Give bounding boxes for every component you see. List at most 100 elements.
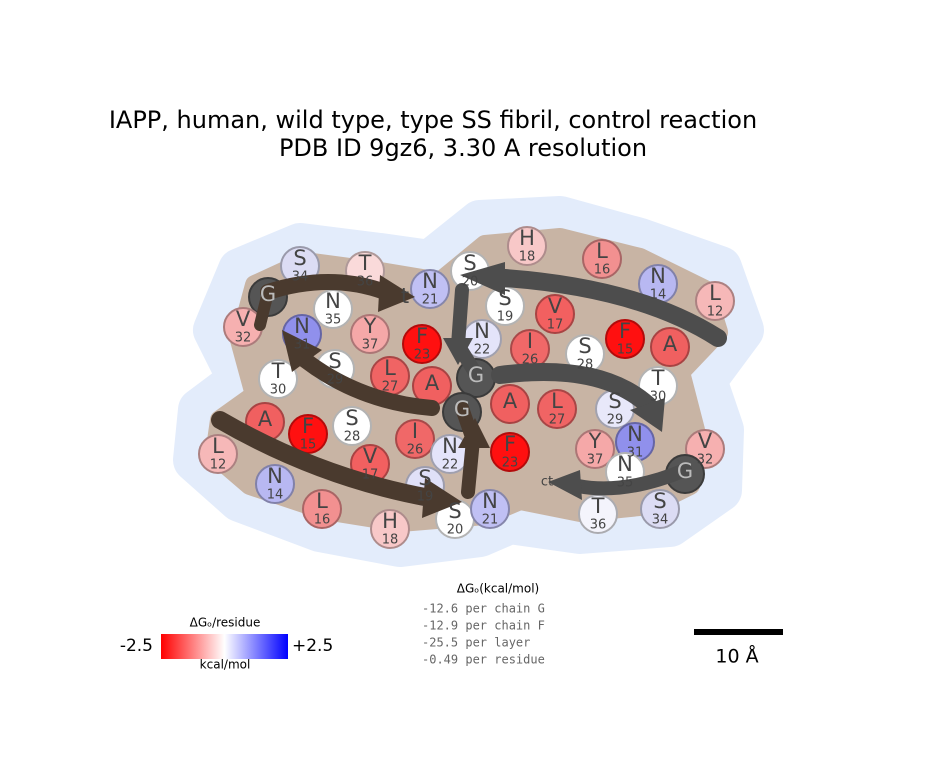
residue-number: 19 bbox=[497, 310, 514, 325]
residue-letter: V bbox=[363, 444, 378, 468]
legend-unit: kcal/mol bbox=[200, 658, 251, 672]
strand bbox=[297, 352, 440, 416]
arrowhead bbox=[548, 470, 582, 500]
residue-letter: V bbox=[236, 307, 251, 331]
residue-number: 36 bbox=[357, 275, 374, 290]
residue bbox=[258, 359, 298, 399]
color-legend: ΔGₒ/residue -2.5 +2.5 kcal/mol bbox=[120, 616, 333, 672]
residue-letter: S bbox=[578, 334, 591, 358]
residue-number: 16 bbox=[314, 513, 331, 528]
residue-number: 18 bbox=[519, 250, 536, 265]
residue bbox=[302, 489, 342, 529]
residue bbox=[198, 434, 238, 474]
residue-letter: N bbox=[325, 289, 341, 313]
residue-letter: S bbox=[498, 286, 511, 310]
residue-letter: I bbox=[527, 329, 533, 353]
residue-number: 23 bbox=[414, 348, 431, 363]
residue-number: 22 bbox=[474, 343, 491, 358]
residue-number: 14 bbox=[267, 488, 284, 503]
residue-number: 36 bbox=[590, 518, 607, 533]
residue-number: 32 bbox=[697, 453, 714, 468]
residue-letter: T bbox=[271, 359, 285, 383]
residue-letter: H bbox=[382, 509, 398, 533]
residue-number: 19 bbox=[417, 490, 434, 505]
residue-letter: A bbox=[425, 371, 440, 395]
residue-letter: N bbox=[627, 422, 643, 446]
residue-number: 26 bbox=[407, 443, 424, 458]
residue-number: 27 bbox=[382, 380, 399, 395]
residue-number: 37 bbox=[587, 453, 604, 468]
legend-max: +2.5 bbox=[292, 636, 333, 656]
energy-title: ΔGₒ(kcal/mol) bbox=[457, 582, 539, 596]
residue-number: 21 bbox=[422, 293, 439, 308]
residue-letter: Y bbox=[363, 314, 377, 338]
residue-number: 35 bbox=[617, 476, 634, 491]
residue-number: 28 bbox=[577, 358, 594, 373]
residue bbox=[575, 429, 615, 469]
energy-line: -12.9 per chain F bbox=[422, 619, 545, 633]
residue-letter: I bbox=[412, 419, 418, 443]
scale-label: 10 Å bbox=[715, 645, 758, 668]
residue-number: 20 bbox=[447, 523, 464, 538]
residue-number: 16 bbox=[594, 263, 611, 278]
residue bbox=[507, 226, 547, 266]
residue bbox=[402, 324, 442, 364]
residue-letter: S bbox=[653, 489, 666, 513]
residue-letter: L bbox=[596, 239, 608, 263]
strand bbox=[254, 286, 274, 331]
residue bbox=[582, 239, 622, 279]
residue bbox=[255, 464, 295, 504]
arrowhead bbox=[630, 398, 665, 432]
residue-letter: F bbox=[504, 432, 516, 456]
residue-letter: A bbox=[258, 407, 273, 431]
title-line: PDB ID 9gz6, 3.30 A resolution bbox=[279, 134, 647, 162]
residue bbox=[288, 414, 328, 454]
arrowhead bbox=[458, 418, 490, 448]
residue-number: 29 bbox=[607, 413, 624, 428]
residue-number: 34 bbox=[292, 270, 309, 285]
residue-number: 21 bbox=[482, 513, 499, 528]
residue-letter: N bbox=[617, 452, 633, 476]
residue bbox=[350, 314, 390, 354]
residue-number: 15 bbox=[300, 438, 317, 453]
arrowhead bbox=[422, 478, 462, 518]
arrowhead bbox=[460, 262, 505, 295]
residue-letter: L bbox=[316, 489, 328, 513]
residue-letter: A bbox=[663, 332, 678, 356]
residue-letter: N bbox=[482, 489, 498, 513]
residue bbox=[650, 327, 690, 367]
residue-number: 20 bbox=[462, 275, 479, 290]
residue bbox=[640, 489, 680, 529]
residue-number: 32 bbox=[235, 331, 252, 346]
residue-letter: G bbox=[468, 363, 484, 387]
residue-letter: F bbox=[302, 414, 314, 438]
residue-number: 12 bbox=[707, 305, 724, 320]
residue-letter: S bbox=[328, 349, 341, 373]
residue-letter: N bbox=[422, 269, 438, 293]
residue-letter: H bbox=[519, 226, 535, 250]
residue-number: 12 bbox=[210, 458, 227, 473]
terminus-label: t bbox=[401, 284, 409, 308]
residue-number: 26 bbox=[522, 353, 539, 368]
residue-number: 30 bbox=[650, 390, 667, 405]
residue bbox=[470, 489, 510, 529]
residue-number: 31 bbox=[627, 446, 644, 461]
residue bbox=[535, 294, 575, 334]
residue-letter: N bbox=[650, 264, 666, 288]
residue-letter: N bbox=[474, 319, 490, 343]
residue-letter: L bbox=[384, 356, 396, 380]
residue-letter: T bbox=[591, 494, 605, 518]
residue-letter: Y bbox=[588, 429, 602, 453]
residue bbox=[537, 389, 577, 429]
arrowhead bbox=[282, 330, 322, 372]
residue-number: 31 bbox=[294, 338, 311, 353]
residue-number: 29 bbox=[327, 373, 344, 388]
residue-number: 37 bbox=[362, 338, 379, 353]
residue bbox=[695, 281, 735, 321]
residue-letter: S bbox=[418, 466, 431, 490]
strand bbox=[260, 274, 393, 300]
residue-letter: S bbox=[345, 406, 358, 430]
strand bbox=[571, 463, 692, 496]
